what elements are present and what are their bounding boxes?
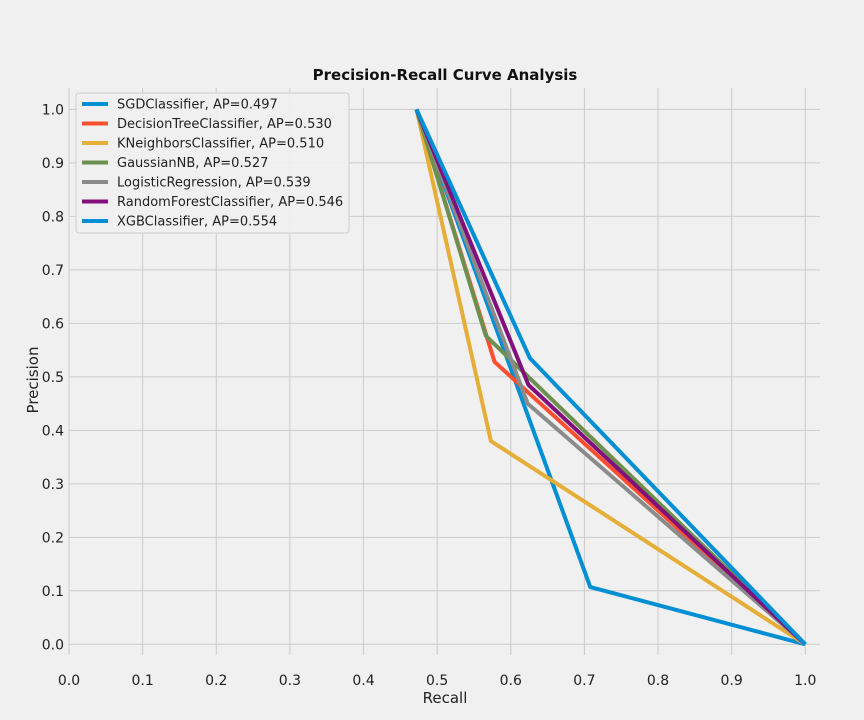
chart-title: Precision-Recall Curve Analysis	[313, 66, 578, 84]
x-tick-label: 0.9	[721, 673, 743, 689]
legend-box	[75, 92, 350, 234]
y-tick-label: 0.1	[42, 584, 64, 600]
legend-label: SGDClassifier, AP=0.497	[117, 98, 278, 113]
series-line-2	[414, 108, 807, 646]
y-tick-label: 0.4	[42, 423, 64, 439]
legend-label: XGBClassifier, AP=0.554	[117, 215, 277, 230]
y-tick-label: 0.6	[42, 316, 64, 332]
legend-label: KNeighborsClassifier, AP=0.510	[117, 137, 324, 152]
x-tick-label: 0.2	[205, 673, 227, 689]
series-line-3	[414, 108, 807, 646]
legend-label: RandomForestClassifier, AP=0.546	[117, 195, 343, 210]
legend: SGDClassifier, AP=0.497 DecisionTreeClass…	[75, 92, 350, 234]
y-axis-label: Precision	[24, 347, 42, 414]
series-lines	[414, 108, 807, 647]
series-line-4	[414, 108, 807, 646]
x-tick-label: 0.7	[573, 673, 595, 689]
legend-label: DecisionTreeClassifier, AP=0.530	[117, 117, 332, 132]
x-tick-label: 1.0	[794, 673, 816, 689]
series-line-5	[414, 108, 807, 646]
series-line-0	[414, 108, 806, 647]
x-tick-label: 0.6	[500, 673, 522, 689]
series-line-6	[414, 108, 807, 646]
x-tick-label: 0.0	[58, 673, 80, 689]
y-tick-label: 1.0	[42, 102, 64, 118]
y-tick-label: 0.0	[42, 637, 64, 653]
x-tick-label: 0.8	[647, 673, 669, 689]
x-tick-labels: 0.0 0.1 0.2 0.3 0.4 0.5 0.6 0.7 0.8 0.9 1.0	[58, 673, 817, 689]
x-tick-label: 0.1	[131, 673, 153, 689]
x-tick-label: 0.5	[426, 673, 448, 689]
x-tick-label: 0.4	[352, 673, 374, 689]
y-tick-label: 0.5	[42, 370, 64, 386]
legend-label: GaussianNB, AP=0.527	[117, 156, 268, 171]
legend-label: LogisticRegression, AP=0.539	[117, 176, 311, 191]
x-tick-label: 0.3	[279, 673, 301, 689]
y-tick-labels: 0.0 0.1 0.2 0.3 0.4 0.5 0.6 0.7 0.8 0.9 1.0	[42, 102, 64, 653]
y-tick-label: 0.7	[42, 263, 64, 279]
y-tick-label: 0.2	[42, 530, 64, 546]
y-tick-label: 0.9	[42, 156, 64, 172]
y-tick-label: 0.8	[42, 209, 64, 225]
y-tick-label: 0.3	[42, 477, 64, 493]
x-axis-label: Recall	[423, 689, 468, 707]
